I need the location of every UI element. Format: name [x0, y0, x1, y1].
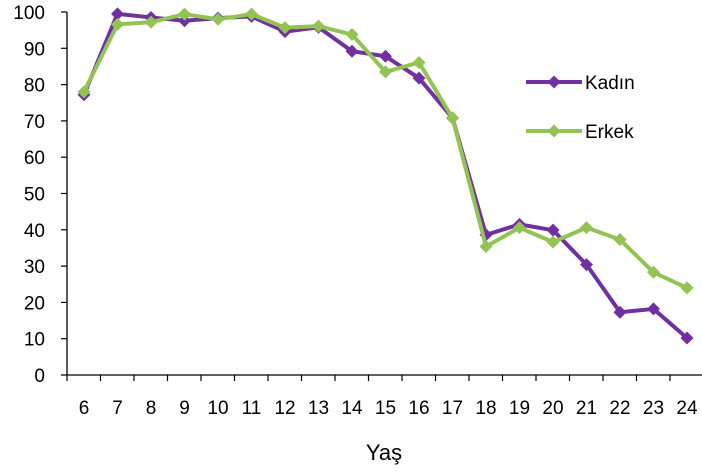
data-point-marker	[580, 258, 593, 272]
legend-item-2: Erkek	[526, 122, 634, 143]
series-lines	[77, 7, 694, 345]
data-point-marker	[379, 65, 392, 79]
data-point-marker	[546, 223, 560, 237]
data-point-marker	[245, 7, 258, 21]
legend-marker	[547, 124, 561, 138]
data-point-marker	[312, 19, 325, 33]
data-point-marker	[345, 44, 359, 58]
legend-label: Kadın	[585, 73, 635, 94]
data-point-marker	[479, 239, 493, 253]
data-point-marker	[345, 28, 359, 42]
y-tick-label: 10	[24, 330, 45, 351]
data-point-marker	[647, 265, 660, 279]
y-tick-label: 70	[24, 112, 45, 133]
legend-marker	[547, 75, 561, 89]
y-tick-label: 0	[34, 366, 45, 387]
y-tick-label: 60	[24, 148, 45, 169]
x-tick-label: 20	[542, 398, 563, 419]
data-point-marker	[111, 7, 124, 21]
x-axis: 6 7 8 9 10 11 12 13 14 15 16 17 18 19 20 21 22 23 24	[66, 374, 702, 419]
y-tick-label: 100	[13, 3, 45, 24]
legend-item-1: Kadın	[526, 73, 635, 94]
x-tick-label: 12	[274, 398, 295, 419]
x-tick-label: 13	[308, 398, 329, 419]
y-tick-label: 30	[24, 257, 45, 278]
x-tick-label: 8	[146, 398, 157, 419]
x-tick-label: 22	[609, 398, 630, 419]
legend: Kadın Erkek	[526, 73, 635, 143]
x-tick-label: 17	[442, 398, 463, 419]
data-point-marker	[680, 281, 694, 295]
y-tick-label: 40	[24, 221, 45, 242]
data-point-marker	[613, 233, 627, 247]
x-tick-label: 16	[408, 398, 429, 419]
data-point-marker	[412, 55, 426, 69]
data-point-marker	[680, 331, 694, 345]
data-point-marker	[178, 7, 191, 21]
data-point-marker	[211, 12, 225, 26]
x-tick-label: 19	[509, 398, 530, 419]
data-point-marker	[77, 85, 91, 99]
x-tick-label: 24	[676, 398, 698, 419]
data-point-marker	[111, 17, 124, 31]
data-point-marker	[144, 15, 158, 29]
y-tick-label: 80	[24, 76, 45, 97]
y-tick-label: 20	[24, 293, 45, 314]
data-point-marker	[546, 235, 560, 249]
y-tick-label: 90	[24, 39, 45, 60]
data-point-marker	[647, 302, 660, 316]
x-tick-label: 21	[576, 398, 597, 419]
x-tick-label: 11	[242, 398, 262, 419]
data-point-marker	[379, 49, 392, 63]
x-tick-label: 15	[375, 398, 396, 419]
x-tick-label: 10	[207, 398, 228, 419]
y-tick-label: 50	[24, 185, 45, 206]
data-point-marker	[513, 221, 526, 235]
x-tick-label: 9	[179, 398, 190, 419]
series-1	[77, 7, 694, 345]
data-point-marker	[278, 21, 292, 35]
data-point-marker	[613, 305, 627, 319]
data-point-marker	[580, 221, 593, 235]
x-tick-label: 18	[475, 398, 496, 419]
data-point-marker	[178, 14, 191, 28]
x-tick-label: 6	[79, 398, 90, 419]
x-tick-label: 7	[112, 398, 123, 419]
x-tick-label: 14	[341, 398, 363, 419]
x-axis-title: Yaş	[366, 440, 402, 465]
data-point-marker	[446, 111, 459, 125]
data-point-marker	[412, 71, 426, 85]
series-2	[77, 7, 694, 295]
x-tick-label: 23	[643, 398, 664, 419]
y-axis: 0 10 20 30 40 50 60 70 80 90 100	[13, 3, 68, 387]
legend-label: Erkek	[585, 122, 634, 143]
